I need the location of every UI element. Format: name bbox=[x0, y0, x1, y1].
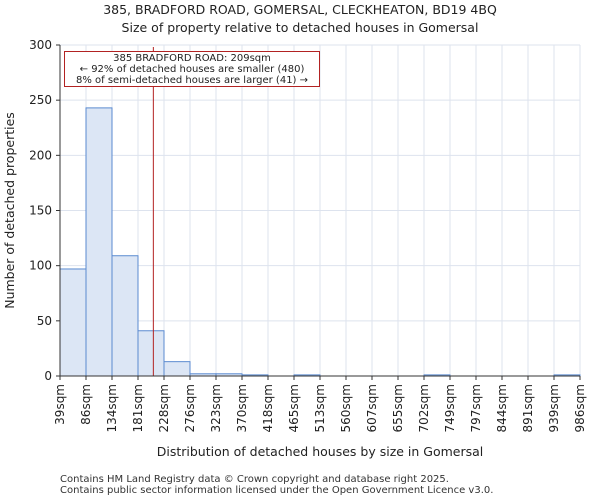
x-tick-label-749sqm: 749sqm bbox=[443, 384, 457, 432]
subject-annotation-box: 385 BRADFORD ROAD: 209sqm ← 92% of detac… bbox=[64, 51, 320, 87]
y-tick-label: 150 bbox=[29, 204, 52, 218]
footer-line-2: Contains public sector information licen… bbox=[60, 485, 494, 496]
y-tick-label: 200 bbox=[29, 148, 52, 162]
histogram-bar-134sqm bbox=[111, 255, 139, 377]
x-tick-label-607sqm: 607sqm bbox=[365, 384, 379, 432]
x-axis-label: Distribution of detached houses by size … bbox=[157, 444, 484, 459]
histogram-bar-181sqm bbox=[137, 330, 165, 377]
histogram-bar-86sqm bbox=[85, 107, 113, 377]
chart-title-line-1: 385, BRADFORD ROAD, GOMERSAL, CLECKHEATO… bbox=[103, 2, 497, 17]
x-tick-label-986sqm: 986sqm bbox=[573, 384, 587, 432]
y-tick-label: 0 bbox=[44, 369, 52, 383]
x-tick-label-418sqm: 418sqm bbox=[261, 384, 275, 432]
x-tick-label-39sqm: 39sqm bbox=[53, 384, 67, 425]
x-tick-label-844sqm: 844sqm bbox=[495, 384, 509, 432]
x-tick-label-181sqm: 181sqm bbox=[131, 384, 145, 432]
x-tick-label-513sqm: 513sqm bbox=[313, 384, 327, 432]
histogram-bar-39sqm bbox=[59, 268, 87, 377]
y-tick-label: 300 bbox=[29, 38, 52, 52]
x-tick-label-276sqm: 276sqm bbox=[183, 384, 197, 432]
y-axis-label: Number of detached properties bbox=[2, 112, 17, 309]
x-tick-label-560sqm: 560sqm bbox=[339, 384, 353, 432]
x-tick-label-370sqm: 370sqm bbox=[235, 384, 249, 432]
y-tick-label: 100 bbox=[29, 259, 52, 273]
y-tick-label: 50 bbox=[37, 314, 52, 328]
histogram-bar-228sqm bbox=[163, 361, 191, 377]
x-tick-label-134sqm: 134sqm bbox=[105, 384, 119, 432]
footer-line-1: Contains HM Land Registry data © Crown c… bbox=[60, 474, 449, 485]
x-tick-label-655sqm: 655sqm bbox=[391, 384, 405, 432]
x-tick-label-323sqm: 323sqm bbox=[209, 384, 223, 432]
chart-title-line-2: Size of property relative to detached ho… bbox=[121, 20, 479, 35]
x-tick-label-891sqm: 891sqm bbox=[521, 384, 535, 432]
annotation-line-3: 8% of semi-detached houses are larger (4… bbox=[75, 75, 309, 86]
x-tick-label-797sqm: 797sqm bbox=[469, 384, 483, 432]
annotation-line-2: ← 92% of detached houses are smaller (48… bbox=[79, 64, 305, 75]
x-tick-label-939sqm: 939sqm bbox=[547, 384, 561, 432]
x-tick-label-465sqm: 465sqm bbox=[287, 384, 301, 432]
x-tick-label-228sqm: 228sqm bbox=[157, 384, 171, 432]
y-tick-label: 250 bbox=[29, 93, 52, 107]
x-tick-label-86sqm: 86sqm bbox=[79, 384, 93, 425]
annotation-line-1: 385 BRADFORD ROAD: 209sqm bbox=[113, 53, 271, 64]
x-tick-label-702sqm: 702sqm bbox=[417, 384, 431, 432]
